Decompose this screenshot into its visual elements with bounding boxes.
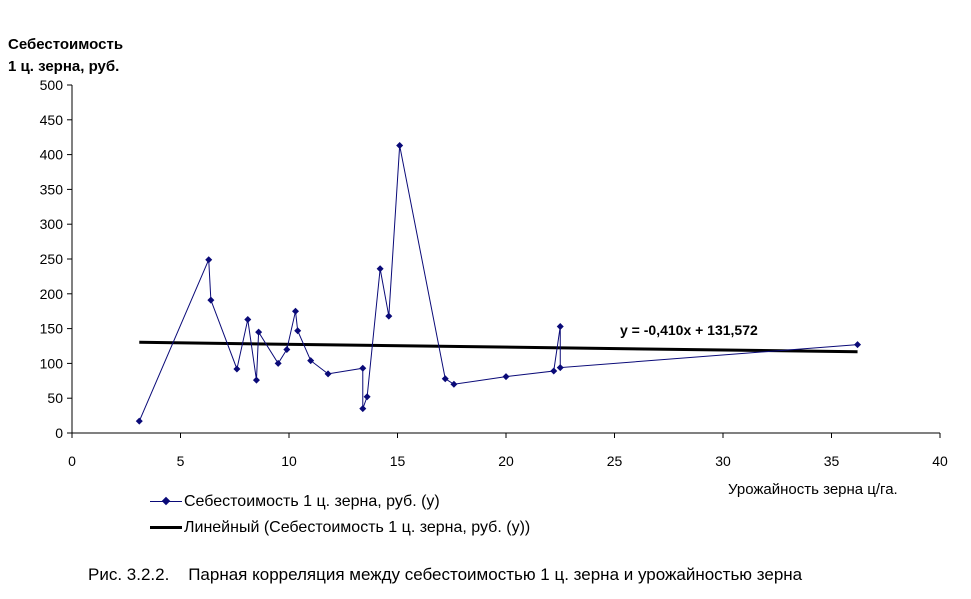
data-point [283, 345, 291, 353]
x-tick-label: 5 [177, 453, 185, 469]
data-point [550, 367, 558, 375]
y-tick-label: 150 [40, 321, 64, 337]
x-tick-label: 40 [932, 453, 948, 469]
diamond-marker-icon [150, 495, 182, 509]
data-point [205, 256, 213, 264]
data-point [854, 341, 862, 349]
data-point [252, 376, 260, 384]
data-series [135, 142, 862, 425]
data-point [274, 359, 282, 367]
data-point [244, 316, 252, 324]
data-point [450, 380, 458, 388]
x-tick-label: 25 [607, 453, 623, 469]
series-line [138, 145, 858, 422]
data-point [385, 312, 393, 320]
x-tick-label: 20 [498, 453, 514, 469]
data-point [502, 373, 510, 381]
data-point [359, 405, 367, 413]
data-point [233, 365, 241, 373]
y-tick-label: 200 [40, 286, 64, 302]
data-point [556, 364, 564, 372]
trendline-line [139, 340, 858, 354]
legend-item-series: Себестоимость 1 ц. зерна, руб. (у) [150, 489, 530, 515]
y-tick-label: 50 [47, 390, 63, 406]
x-tick-label: 0 [68, 453, 76, 469]
y-axis-label: Себестоимость 1 ц. зерна, руб. [8, 34, 123, 78]
data-point [359, 364, 367, 372]
figure-caption: Рис. 3.2.2. Парная корреляция между себе… [88, 565, 803, 584]
legend-item-trendline: Линейный (Себестоимость 1 ц. зерна, руб.… [150, 515, 530, 541]
data-point [324, 370, 332, 378]
y-tick-label: 300 [40, 216, 64, 232]
data-point [255, 328, 263, 336]
y-tick-label: 450 [40, 112, 64, 128]
data-point [207, 296, 215, 304]
trendline [139, 340, 858, 354]
data-point [376, 265, 384, 273]
x-tick-label: 30 [715, 453, 731, 469]
legend-label: Линейный (Себестоимость 1 ц. зерна, руб.… [184, 519, 531, 536]
y-axis-label-line: Себестоимость [8, 36, 124, 53]
y-axis-label-line: 1 ц. зерна, руб. [8, 58, 120, 75]
legend: Себестоимость 1 ц. зерна, руб. (у) Линей… [150, 489, 530, 541]
legend-label: Себестоимость 1 ц. зерна, руб. (у) [184, 493, 440, 510]
y-tick-label: 350 [40, 181, 64, 197]
data-point [396, 142, 404, 150]
data-point [294, 327, 302, 335]
data-point [292, 307, 300, 315]
x-tick-label: 10 [281, 453, 297, 469]
y-tick-label: 250 [40, 251, 64, 267]
trendline-icon [150, 521, 182, 535]
axes: 0 50 100 150 200 250 300 350 400 450 500 0 5 10 15 20 25… [40, 77, 948, 469]
x-tick-label: 35 [824, 453, 840, 469]
y-tick-label: 500 [40, 77, 64, 93]
y-tick-label: 400 [40, 147, 64, 163]
data-point [307, 357, 315, 365]
data-point [441, 375, 449, 383]
y-tick-label: 0 [55, 425, 63, 441]
data-point [556, 323, 564, 331]
trendline-equation: y = -0,410x + 131,572 [620, 322, 758, 338]
x-axis-label: Урожайность зерна ц/га. [728, 481, 898, 498]
y-tick-label: 100 [40, 355, 64, 371]
data-point [135, 417, 143, 425]
data-point [363, 393, 371, 401]
x-tick-label: 15 [390, 453, 406, 469]
